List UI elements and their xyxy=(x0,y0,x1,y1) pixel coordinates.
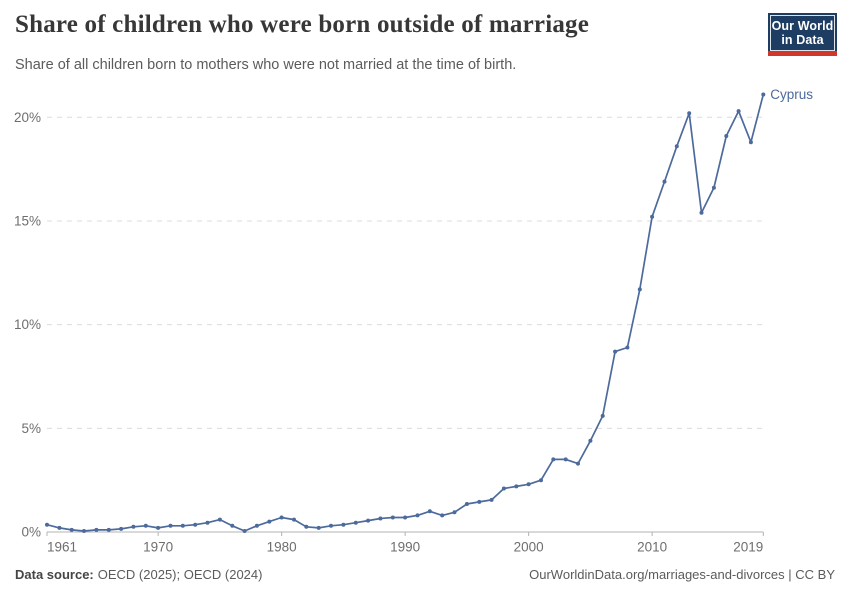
y-axis-label-15%: 15% xyxy=(14,213,41,228)
data-point-1997[interactable] xyxy=(489,497,494,502)
data-point-1979[interactable] xyxy=(267,519,272,524)
data-point-1969[interactable] xyxy=(143,523,148,528)
x-axis-label-2019: 2019 xyxy=(733,540,763,555)
y-axis-label-20%: 20% xyxy=(14,110,41,125)
y-axis-label-0%: 0% xyxy=(21,525,41,540)
data-point-1984[interactable] xyxy=(329,523,333,528)
data-point-1980[interactable] xyxy=(279,515,284,520)
data-point-1991[interactable] xyxy=(415,513,420,518)
data-point-1971[interactable] xyxy=(168,523,173,528)
data-point-2008[interactable] xyxy=(625,345,630,350)
data-point-2005[interactable] xyxy=(588,438,593,443)
data-point-2019[interactable] xyxy=(761,92,766,97)
data-source-note: Data source: OECD (2025); OECD (2024) xyxy=(15,567,262,582)
data-point-2014[interactable] xyxy=(699,210,704,215)
data-point-1966[interactable] xyxy=(106,527,111,532)
owid-logo-line1: Our World xyxy=(771,19,834,33)
data-point-1995[interactable] xyxy=(464,502,469,506)
owid-logo[interactable]: Our World in Data xyxy=(768,13,837,56)
data-point-2001[interactable] xyxy=(539,478,543,483)
owid-logo-text: Our World in Data xyxy=(770,15,835,51)
owid-logo-line2: in Data xyxy=(781,33,824,47)
data-point-1978[interactable] xyxy=(254,523,259,528)
data-point-2013[interactable] xyxy=(687,111,692,116)
data-point-1974[interactable] xyxy=(205,520,210,525)
x-axis-label-1970: 1970 xyxy=(143,540,173,555)
data-point-2016[interactable] xyxy=(724,134,729,138)
data-point-2006[interactable] xyxy=(600,413,605,418)
data-point-1975[interactable] xyxy=(217,517,222,522)
chart-footer: Data source: OECD (2025); OECD (2024) Our… xyxy=(15,567,835,582)
x-axis-label-1961: 1961 xyxy=(47,540,77,555)
chart-subtitle: Share of all children born to mothers wh… xyxy=(15,57,517,73)
data-point-1999[interactable] xyxy=(514,484,519,489)
data-point-1964[interactable] xyxy=(82,529,86,533)
data-point-2003[interactable] xyxy=(563,457,568,462)
data-point-2011[interactable] xyxy=(662,179,667,184)
data-point-1993[interactable] xyxy=(440,513,445,518)
data-point-2007[interactable] xyxy=(613,349,618,354)
data-point-1972[interactable] xyxy=(180,523,185,528)
data-point-2004[interactable] xyxy=(576,461,580,466)
data-source-value: OECD (2025); OECD (2024) xyxy=(97,567,263,582)
data-point-2018[interactable] xyxy=(748,140,753,145)
x-axis-label-2010: 2010 xyxy=(637,540,667,555)
data-point-1982[interactable] xyxy=(304,524,309,529)
data-point-1985[interactable] xyxy=(341,522,346,527)
data-point-1981[interactable] xyxy=(292,517,296,522)
data-point-1992[interactable] xyxy=(427,509,432,514)
chart-title: Share of children who were born outside … xyxy=(15,11,590,38)
y-axis-label-10%: 10% xyxy=(14,317,41,332)
entity-label-cyprus[interactable]: Cyprus xyxy=(770,87,813,102)
data-point-2009[interactable] xyxy=(637,287,642,292)
data-point-1986[interactable] xyxy=(353,520,358,525)
data-point-1961[interactable] xyxy=(45,522,49,527)
data-point-2010[interactable] xyxy=(650,214,655,219)
data-point-1989[interactable] xyxy=(390,515,395,520)
data-point-1983[interactable] xyxy=(316,525,321,530)
data-point-1970[interactable] xyxy=(156,525,161,530)
y-axis-label-5%: 5% xyxy=(21,421,41,436)
data-point-1973[interactable] xyxy=(193,522,198,527)
data-point-1963[interactable] xyxy=(69,527,74,532)
data-point-2015[interactable] xyxy=(711,185,716,190)
data-point-1976[interactable] xyxy=(230,523,235,528)
data-point-1998[interactable] xyxy=(501,486,506,491)
data-point-2012[interactable] xyxy=(674,144,679,149)
data-point-1967[interactable] xyxy=(119,526,124,531)
data-point-1977[interactable] xyxy=(242,529,247,533)
data-point-2000[interactable] xyxy=(526,482,531,487)
data-point-2017[interactable] xyxy=(736,109,741,114)
data-point-1990[interactable] xyxy=(403,515,408,520)
data-point-1988[interactable] xyxy=(378,516,383,521)
x-axis-label-1980: 1980 xyxy=(267,540,297,555)
data-point-1968[interactable] xyxy=(131,524,136,529)
data-point-2002[interactable] xyxy=(551,457,556,462)
cyprus-line[interactable] xyxy=(46,93,765,532)
x-axis-label-2000: 2000 xyxy=(514,540,544,555)
data-point-1987[interactable] xyxy=(366,518,371,523)
credit-link[interactable]: OurWorldinData.org/marriages-and-divorce… xyxy=(529,567,835,582)
owid-logo-red-bar xyxy=(768,51,837,56)
x-axis-label-1990: 1990 xyxy=(390,540,420,555)
owid-logo-box: Our World in Data xyxy=(768,13,837,51)
data-point-1962[interactable] xyxy=(57,525,62,530)
data-point-1994[interactable] xyxy=(452,510,457,515)
data-point-1965[interactable] xyxy=(94,527,99,532)
data-source-label: Data source: xyxy=(15,567,94,582)
data-point-1996[interactable] xyxy=(477,499,482,504)
